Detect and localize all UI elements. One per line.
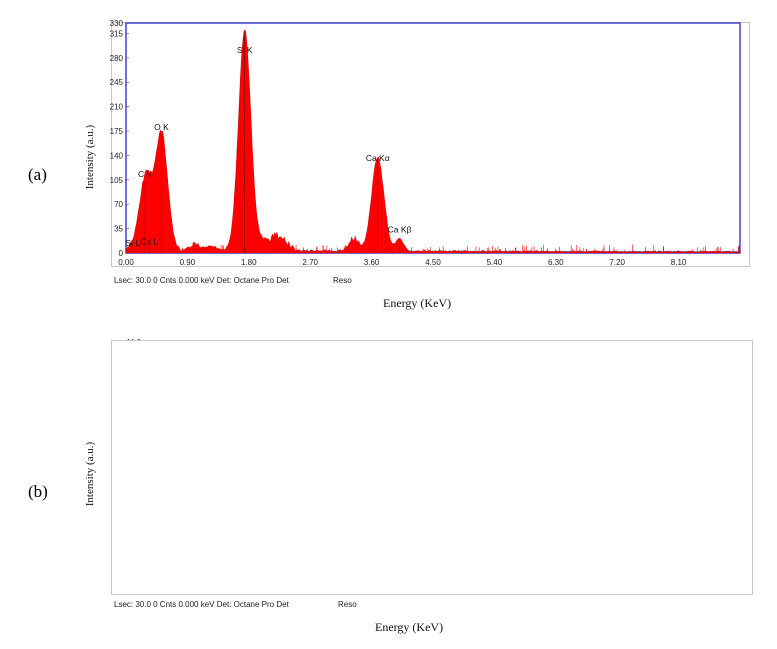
x-tick-label-a: 2.70 (302, 258, 318, 267)
peak-label-a: Si K (237, 45, 253, 55)
peak-label-a: Ca L (140, 236, 158, 246)
peak-label-a: Ca Kα (366, 153, 390, 163)
spectrum-window-a (111, 22, 750, 267)
x-tick-label-a: 0.90 (180, 258, 196, 267)
y-tick-label-a: 105 (110, 176, 124, 185)
y-tick-label-a: 315 (110, 29, 124, 38)
x-tick-label-a: 8.10 (671, 258, 687, 267)
spectrum-window-b (111, 340, 753, 595)
x-tick-label-a: 3.60 (364, 258, 380, 267)
y-axis-title-b: Intensity (a.u.) (84, 441, 96, 507)
x-axis-title-a: Energy (KeV) (383, 296, 452, 310)
y-tick-label-a: 175 (110, 127, 124, 136)
y-axis-title-a: Intensity (a.u.) (84, 124, 96, 190)
peak-label-a: C K (138, 169, 153, 179)
status-reso-b: Reso (338, 600, 357, 609)
x-tick-label-a: 6.30 (548, 258, 564, 267)
peak-label-a: O K (154, 122, 169, 132)
plot-border-a (125, 22, 741, 254)
y-tick-label-a: 70 (114, 200, 123, 209)
y-tick-label-a: 35 (114, 225, 123, 234)
status-reso-a: Reso (333, 276, 352, 285)
y-tick-label-a: 280 (110, 54, 124, 63)
peak-label-a: Si L (125, 238, 140, 248)
status-bar-b: Lsec: 30.0 0 Cnts 0.000 keV Det: Octane … (114, 600, 289, 609)
x-axis-title-b: Energy (KeV) (375, 620, 444, 634)
x-tick-label-a: 7.20 (609, 258, 625, 267)
y-top-label-a: 330 (110, 19, 124, 28)
y-tick-label-a: 140 (110, 151, 124, 160)
panel-label-a: (a) (28, 165, 47, 184)
x-tick-label-a: 0.00 (118, 258, 134, 267)
x-tick-label-a: 5.40 (487, 258, 503, 267)
y-tick-label-a: 0 (119, 249, 124, 258)
y-tick-label-a: 245 (110, 78, 124, 87)
spectrum-area-a (125, 29, 741, 254)
panel-label-b: (b) (28, 482, 48, 501)
x-tick-label-a: 1.80 (241, 258, 257, 267)
y-tick-label-a: 210 (110, 103, 124, 112)
peak-label-a: Ca Kβ (388, 225, 412, 235)
x-tick-label-a: 4.50 (425, 258, 441, 267)
status-bar-a: Lsec: 30.0 0 Cnts 0.000 keV Det: Octane … (114, 276, 289, 285)
